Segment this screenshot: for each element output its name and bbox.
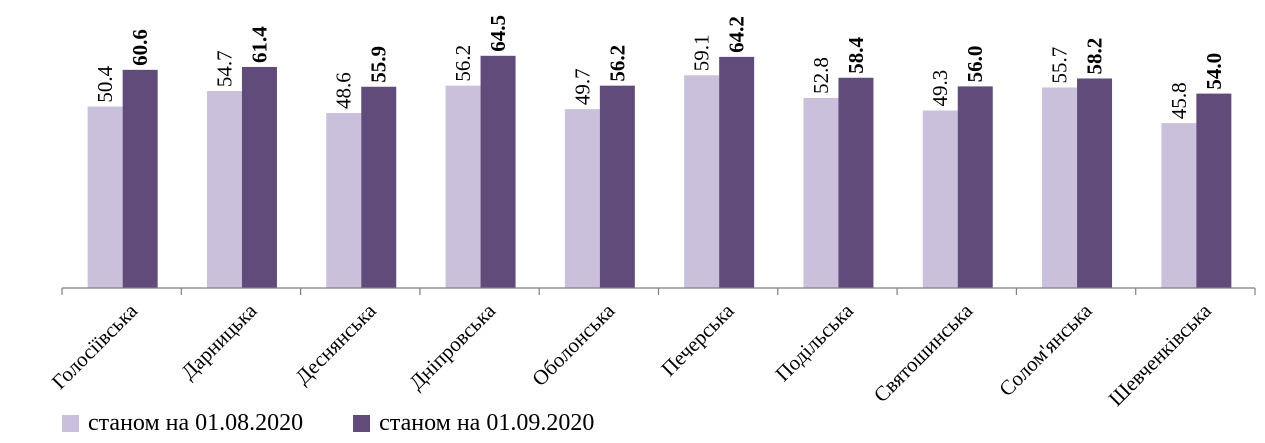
bar-series-2-1 bbox=[241, 66, 277, 289]
category-labels-layer: Голосіївська Дарницька Деснянська Дніпровсь… bbox=[47, 298, 1217, 411]
category-label: Шевченківська bbox=[1104, 298, 1217, 411]
bar-series-1-3 bbox=[445, 85, 481, 289]
data-label-series-2-7: 56.0 bbox=[963, 46, 987, 83]
bar-series-2-4 bbox=[599, 85, 635, 289]
data-label-series-1-7: 49.3 bbox=[928, 70, 952, 107]
data-label-series-1-0: 50.4 bbox=[93, 65, 117, 102]
category-label: Дніпровська bbox=[404, 298, 500, 394]
legend: станом на 01.08.2020 станом на 01.09.202… bbox=[62, 408, 644, 438]
bar-series-2-3 bbox=[480, 55, 516, 288]
legend-label-series-2: станом на 01.09.2020 bbox=[379, 409, 595, 436]
bar-series-2-0 bbox=[122, 69, 158, 288]
category-label: Солом'янська bbox=[994, 298, 1097, 401]
category-label: Оболонська bbox=[527, 298, 620, 391]
data-label-series-2-3: 64.5 bbox=[486, 15, 510, 52]
category-label: Печерська bbox=[656, 298, 739, 381]
x-axis-ticks bbox=[61, 288, 1256, 295]
data-label-series-2-9: 54.0 bbox=[1202, 53, 1226, 90]
bar-series-2-7 bbox=[957, 86, 993, 289]
bar-series-1-1 bbox=[206, 91, 242, 288]
bar-series-1-7 bbox=[922, 110, 958, 289]
bar-series-2-5 bbox=[719, 56, 755, 288]
data-label-series-2-8: 58.2 bbox=[1083, 38, 1107, 75]
category-label: Деснянська bbox=[290, 298, 381, 389]
category-label: Дарницька bbox=[176, 298, 262, 384]
bar-series-2-8 bbox=[1077, 78, 1113, 288]
bar-series-2-9 bbox=[1196, 93, 1232, 288]
bar-series-1-5 bbox=[684, 75, 720, 289]
bar-series-2-2 bbox=[361, 86, 397, 288]
value-labels-layer: 50.4 60.6 54.7 61.4 48.6 55.9 56.2 64.5 49.7 56.2… bbox=[93, 15, 1226, 119]
bars-layer bbox=[87, 55, 1232, 289]
data-label-series-2-2: 55.9 bbox=[367, 46, 391, 83]
legend-item-series-2: станом на 01.09.2020 bbox=[353, 410, 594, 437]
data-label-series-2-5: 64.2 bbox=[725, 16, 749, 53]
data-label-series-1-9: 45.8 bbox=[1167, 82, 1191, 119]
legend-item-series-1: станом на 01.08.2020 bbox=[62, 410, 303, 437]
bar-series-1-9 bbox=[1161, 123, 1197, 289]
bar-series-1-6 bbox=[803, 97, 839, 288]
bar-series-1-4 bbox=[564, 109, 600, 288]
bar-series-1-0 bbox=[87, 106, 123, 288]
data-label-series-2-0: 60.6 bbox=[128, 29, 152, 66]
data-label-series-1-8: 55.7 bbox=[1048, 47, 1072, 84]
data-label-series-2-6: 58.4 bbox=[844, 37, 868, 74]
data-label-series-2-1: 61.4 bbox=[247, 26, 271, 63]
category-label: Святошинська bbox=[869, 298, 978, 407]
data-label-series-1-6: 52.8 bbox=[809, 57, 833, 94]
category-label: Подільська bbox=[770, 298, 858, 386]
category-label: Голосіївська bbox=[47, 298, 143, 394]
data-label-series-1-3: 56.2 bbox=[451, 45, 475, 82]
legend-label-series-1: станом на 01.08.2020 bbox=[88, 409, 304, 436]
data-label-series-1-1: 54.7 bbox=[212, 50, 236, 87]
bar-series-1-8 bbox=[1042, 87, 1078, 288]
bar-series-1-2 bbox=[326, 113, 362, 288]
bar-series-2-6 bbox=[838, 77, 874, 288]
legend-swatch-series-2 bbox=[353, 414, 371, 432]
data-label-series-1-2: 48.6 bbox=[332, 72, 356, 109]
legend-swatch-series-1 bbox=[62, 414, 79, 432]
data-label-series-2-4: 56.2 bbox=[605, 45, 629, 82]
data-label-series-1-4: 49.7 bbox=[570, 68, 594, 105]
data-label-series-1-5: 59.1 bbox=[690, 34, 714, 71]
